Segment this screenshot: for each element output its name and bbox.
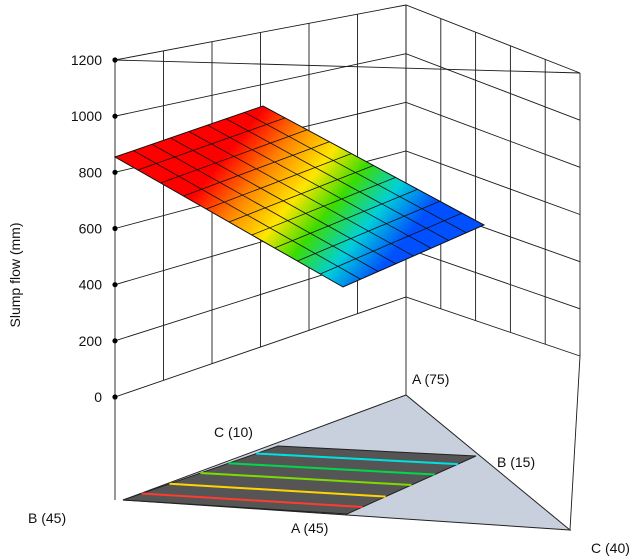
floor-contour-line xyxy=(141,492,363,509)
vertex-label-front: B (45) xyxy=(28,510,66,526)
z-tick-mark xyxy=(112,282,118,288)
floor-contour-line xyxy=(228,462,435,476)
surface-mesh-line xyxy=(320,212,463,275)
floor-contour-line xyxy=(169,482,386,498)
labels: Slump flow (mm) A (75) C (10) B (15) B (… xyxy=(7,222,630,556)
vertex-label-mid-right: B (15) xyxy=(497,454,535,470)
z-tick-label: 800 xyxy=(79,164,103,180)
z-tick-label: 0 xyxy=(94,389,102,405)
z-tick-mark xyxy=(112,225,118,232)
z-gridline xyxy=(114,4,581,74)
surface-mesh-line xyxy=(206,153,352,210)
surface-mesh-line xyxy=(274,188,418,249)
surface-patch xyxy=(113,105,486,288)
z-tick-label: 1000 xyxy=(71,108,102,124)
z-axis-label: Slump flow (mm) xyxy=(7,222,23,327)
floor-contour-line xyxy=(256,452,458,466)
z-tick-label: 400 xyxy=(79,277,103,293)
vertex-label-mid-front: A (45) xyxy=(291,520,328,536)
surface-mesh-line xyxy=(228,165,374,223)
surface-mesh-line xyxy=(251,177,396,236)
right-drop-line xyxy=(569,355,581,531)
z-tick-mark xyxy=(112,113,118,119)
response-surface xyxy=(113,105,486,288)
floor-contour-line xyxy=(200,472,412,486)
vertex-label-back: A (75) xyxy=(412,371,449,387)
vertex-label-mid-back: C (10) xyxy=(214,424,253,440)
z-tick-label: 600 xyxy=(79,221,103,237)
z-tick-mark xyxy=(112,338,118,344)
surface-mesh-line xyxy=(297,200,440,262)
top-diagonal-line xyxy=(114,59,581,74)
z-gridline xyxy=(114,53,581,121)
surface-mesh-line xyxy=(160,129,308,184)
surface-mesh-line xyxy=(137,117,286,171)
floor-projection xyxy=(114,297,581,531)
z-tick-label: 1200 xyxy=(71,52,102,68)
vertex-label-right: C (40) xyxy=(591,540,630,556)
z-tick-mark xyxy=(112,169,118,175)
z-tick-label: 200 xyxy=(79,333,103,349)
surface-mesh-line xyxy=(183,141,330,197)
